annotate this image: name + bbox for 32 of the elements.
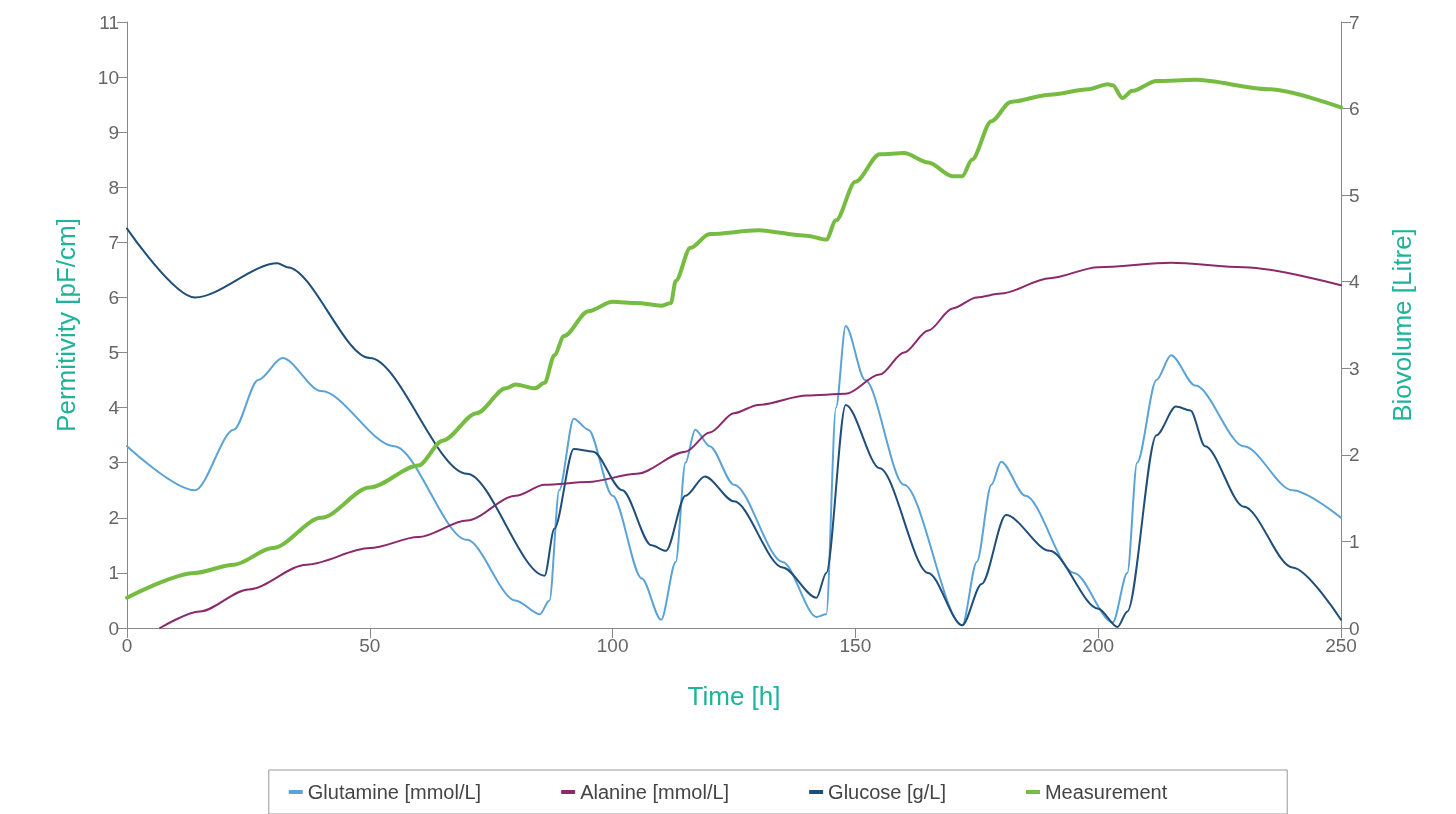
y2-tick-label: 4 — [1349, 271, 1360, 293]
line-series — [125, 77, 1343, 600]
y-tick-label: 8 — [108, 176, 119, 198]
legend-label: Measurement — [1044, 781, 1168, 803]
y-tick-label: 10 — [97, 66, 119, 88]
x-tick-label: 50 — [359, 635, 381, 656]
y-tick-label: 6 — [108, 286, 119, 308]
x-tick-label: 100 — [596, 635, 629, 656]
y-tick-label: 4 — [108, 397, 120, 419]
y2-tick-label: 3 — [1349, 357, 1360, 379]
y-tick-label: 9 — [108, 121, 119, 143]
y2-tick-label: 1 — [1349, 530, 1360, 552]
y-tick-label: 3 — [108, 452, 119, 474]
y-tick-label: 1 — [108, 562, 119, 584]
y-tick-label: 11 — [99, 11, 119, 33]
y2-tick-label: 2 — [1349, 444, 1360, 466]
y2-tick-label: 6 — [1349, 98, 1360, 120]
legend-label: Glutamine [mmol/L] — [307, 781, 482, 803]
y2-tick-label: 7 — [1349, 11, 1360, 33]
y-tick-label: 0 — [108, 617, 119, 639]
x-axis-title: Time [h] — [687, 681, 781, 711]
legend-label: Glucose [g/L] — [828, 781, 946, 803]
y-tick-label: 2 — [108, 507, 119, 529]
x-tick-label: 200 — [1082, 635, 1115, 656]
y-tick-label: 5 — [108, 342, 119, 364]
x-tick-label: 150 — [839, 635, 872, 656]
x-tick-label: 0 — [121, 635, 133, 656]
y2-axis-title: Biovolume [Litre] — [1387, 228, 1417, 422]
y2-tick-label: 5 — [1349, 184, 1360, 206]
y-tick-label: 7 — [108, 231, 119, 253]
legend-label: Alanine [mmol/L] — [580, 781, 730, 803]
y-axis-title: Permitivity [pF/cm] — [51, 218, 81, 432]
